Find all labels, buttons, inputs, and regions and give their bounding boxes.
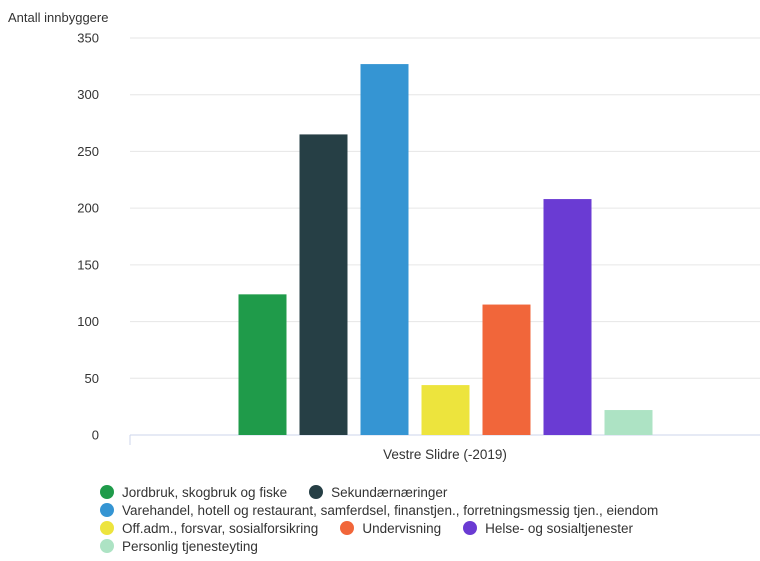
legend-item[interactable]: Helse- og sosialtjenester (463, 521, 633, 536)
bar-3 (360, 64, 409, 436)
y-tick-label: 200 (77, 201, 99, 216)
legend-row: Jordbruk, skogbruk og fiske Sekundærnærin… (100, 483, 760, 501)
legend-label: Jordbruk, skogbruk og fiske (122, 484, 288, 500)
legend-marker-icon (100, 503, 114, 517)
bar-2 (299, 134, 348, 435)
y-tick-label: 350 (77, 31, 99, 46)
legend-item[interactable]: Off.adm., forsvar, sosialforsikring (100, 521, 318, 536)
legend-label: Personlig tjenesteyting (122, 538, 258, 554)
bar-5 (482, 304, 531, 435)
legend-row: Personlig tjenesteyting (100, 537, 760, 555)
legend-item[interactable]: Undervisning (340, 521, 441, 536)
legend-marker-icon (340, 521, 355, 535)
legend-marker-icon (100, 485, 114, 499)
y-tick-label: 250 (77, 144, 99, 159)
bar-1 (238, 294, 287, 435)
x-category-label: Vestre Slidre (-2019) (383, 447, 507, 462)
legend-item[interactable]: Sekundærnæringer (309, 485, 447, 500)
legend-marker-icon (309, 485, 324, 499)
legend: Jordbruk, skogbruk og fiske Sekundærnærin… (100, 483, 760, 555)
bar-4 (421, 385, 470, 435)
legend-label: Undervisning (362, 520, 442, 536)
legend-item[interactable]: Jordbruk, skogbruk og fiske (100, 485, 287, 500)
legend-row: Varehandel, hotell og restaurant, samfer… (100, 501, 760, 519)
legend-item[interactable]: Personlig tjenesteyting (100, 539, 258, 554)
y-tick-label: 0 (92, 428, 99, 443)
legend-label: Varehandel, hotell og restaurant, samfer… (122, 502, 659, 518)
y-tick-label: 150 (77, 257, 99, 272)
y-axis-title: Antall innbyggere (8, 10, 109, 25)
bar-7 (604, 410, 653, 435)
y-tick-label: 50 (85, 371, 99, 386)
y-tick-label: 300 (77, 87, 99, 102)
legend-label: Helse- og sosialtjenester (485, 520, 633, 536)
legend-marker-icon (100, 539, 114, 553)
y-tick-label: 100 (77, 314, 99, 329)
legend-row: Off.adm., forsvar, sosialforsikring Under… (100, 519, 760, 537)
legend-label: Sekundærnæringer (331, 484, 448, 500)
legend-label: Off.adm., forsvar, sosialforsikring (122, 520, 319, 536)
legend-marker-icon (100, 521, 114, 535)
legend-item[interactable]: Varehandel, hotell og restaurant, samfer… (100, 503, 658, 518)
legend-marker-icon (463, 521, 478, 535)
plot-area: 0 50 100 150 200 250 300 350 Vestre Slidre (-201… (77, 31, 760, 462)
bar-6 (543, 199, 592, 435)
